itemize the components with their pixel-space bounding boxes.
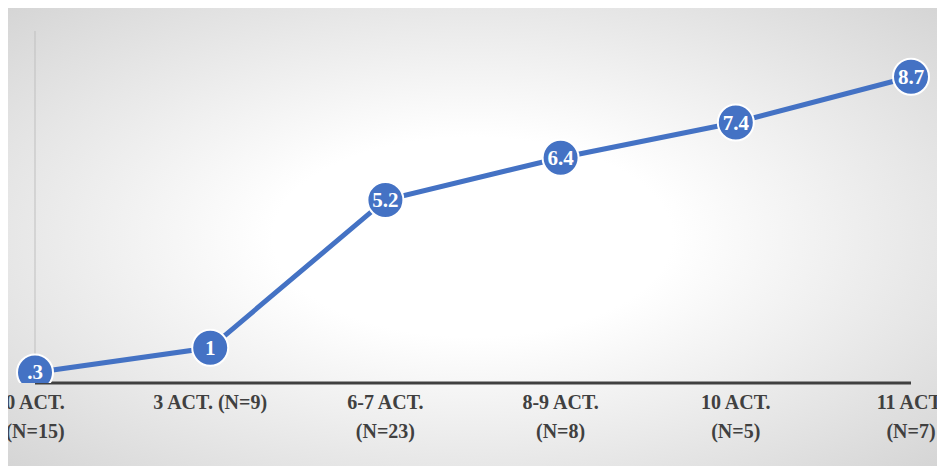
- svg-text:0 ACT.(N=15): 0 ACT.(N=15): [8, 391, 65, 443]
- svg-text:1: 1: [205, 336, 216, 360]
- svg-text:10 ACT.(N=5): 10 ACT.(N=5): [701, 391, 771, 443]
- svg-text:6.4: 6.4: [547, 146, 574, 170]
- svg-text:.3: .3: [27, 360, 43, 383]
- svg-text:11 ACT.(N=7): 11 ACT.(N=7): [877, 391, 937, 443]
- svg-text:7.4: 7.4: [723, 111, 750, 135]
- svg-text:3 ACT. (N=9): 3 ACT. (N=9): [153, 391, 267, 414]
- svg-text:8.7: 8.7: [898, 65, 924, 89]
- svg-text:8-9 ACT.(N=8): 8-9 ACT.(N=8): [522, 391, 598, 443]
- svg-text:6-7 ACT.(N=23): 6-7 ACT.(N=23): [347, 391, 423, 443]
- svg-text:5.2: 5.2: [372, 188, 398, 212]
